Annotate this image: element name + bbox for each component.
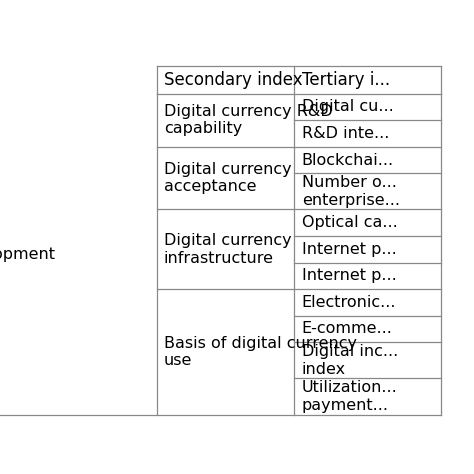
Text: Basis of digital currency
use: Basis of digital currency use: [164, 336, 357, 368]
Text: Digital inc...
index: Digital inc... index: [301, 344, 398, 376]
Text: Internet p...: Internet p...: [301, 242, 396, 257]
Text: Electronic...: Electronic...: [301, 295, 396, 310]
Text: Utilization...
payment...: Utilization... payment...: [301, 380, 398, 413]
Text: Secondary index: Secondary index: [164, 71, 302, 89]
Text: E-comme...: E-comme...: [301, 321, 392, 337]
Text: R&D inte...: R&D inte...: [301, 126, 389, 141]
Text: Digital currency
infrastructure: Digital currency infrastructure: [164, 233, 292, 265]
Text: Digital cu...: Digital cu...: [301, 100, 393, 114]
Text: Blockchai...: Blockchai...: [301, 153, 394, 168]
Text: development: development: [0, 246, 55, 262]
Text: Digital currency R&D
capability: Digital currency R&D capability: [164, 104, 333, 137]
Text: Number o...
enterprise...: Number o... enterprise...: [301, 175, 400, 208]
Text: Tertiary i...: Tertiary i...: [301, 71, 390, 89]
Text: Optical ca...: Optical ca...: [301, 215, 398, 230]
Text: Internet p...: Internet p...: [301, 268, 396, 283]
Text: Digital currency
acceptance: Digital currency acceptance: [164, 162, 292, 194]
